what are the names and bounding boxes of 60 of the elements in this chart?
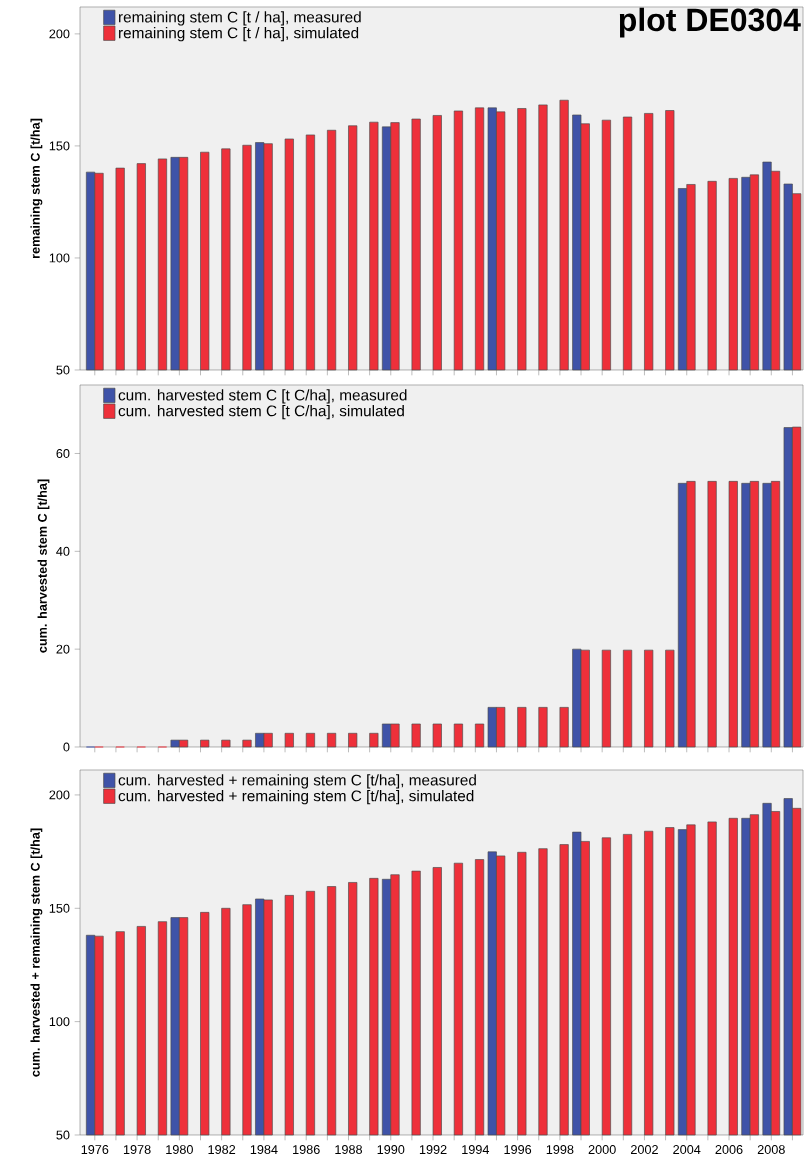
y-tick-label: 200	[49, 790, 70, 800]
y-tick-label: 100	[49, 1017, 70, 1027]
bar	[432, 723, 442, 748]
legend-label: cum. harvested + remaining stem C [t/ha], measured	[118, 774, 476, 789]
x-tick-label: 1978	[123, 1145, 151, 1155]
x-tick-label: 1988	[335, 1145, 363, 1155]
x-tick-label: 1982	[208, 1145, 236, 1155]
legend-label: remaining stem C [t / ha], measured	[119, 11, 361, 26]
x-tick-label: 2006	[715, 1145, 743, 1155]
x-tick-label: 1976	[81, 1145, 109, 1155]
bar	[622, 649, 633, 748]
bar	[601, 649, 611, 748]
bar	[707, 481, 717, 748]
bar	[517, 707, 527, 748]
x-tick-label: 1998	[546, 1145, 574, 1155]
y-tick-label: 150	[49, 141, 70, 151]
bar	[644, 649, 654, 748]
legend-label: cum. harvested stem C [t C/ha], measured	[118, 389, 407, 404]
bar	[453, 723, 463, 748]
bar	[305, 732, 315, 748]
x-tick-label: 2002	[630, 1145, 658, 1155]
x-tick-label: 2000	[588, 1145, 616, 1155]
bar	[284, 732, 294, 748]
x-tick-label: 1992	[419, 1145, 447, 1155]
bar	[348, 732, 358, 748]
x-tick-label: 1994	[462, 1145, 490, 1155]
y-tick-label: 40	[56, 546, 70, 556]
bar	[221, 739, 231, 748]
legend-label: remaining stem C [t / ha], simulated	[119, 27, 359, 42]
x-tick-label: 1984	[250, 1145, 278, 1155]
y-axis-title: remaining stem C [t/ha]	[30, 118, 43, 259]
bar	[728, 481, 738, 748]
y-tick-label: 100	[49, 253, 70, 263]
y-tick-label: 50	[56, 365, 70, 375]
y-tick-label: 200	[49, 29, 70, 39]
bar	[327, 732, 337, 748]
y-tick-label: 50	[56, 1130, 70, 1140]
y-tick-label: 20	[56, 644, 70, 654]
y-axis-title: cum. harvested stem C [t/ha]	[37, 479, 50, 653]
x-tick-label: 2004	[673, 1145, 701, 1155]
bar	[242, 739, 252, 748]
chart-title: plot DE0304	[619, 7, 801, 38]
bar	[665, 649, 675, 748]
y-tick-label: 150	[49, 903, 70, 913]
bar	[474, 723, 485, 748]
x-tick-label: 1986	[293, 1145, 320, 1155]
legend-label: cum. harvested + remaining stem C [t/ha], simulated	[118, 790, 474, 805]
x-tick-label: 1996	[504, 1145, 532, 1155]
bar	[200, 739, 210, 748]
bar	[538, 707, 548, 748]
x-tick-label: 1980	[166, 1145, 193, 1155]
x-tick-label: 1990	[377, 1145, 405, 1155]
y-tick-label: 60	[56, 448, 70, 458]
legend-label: cum. harvested stem C [t C/ha], simulated	[118, 405, 404, 420]
bar	[369, 732, 379, 748]
y-axis-title: cum. harvested + remaining stem C [t/ha]	[30, 828, 43, 1077]
bar	[411, 723, 421, 748]
bar	[559, 707, 569, 748]
x-tick-label: 2008	[757, 1145, 785, 1155]
y-tick-label: 0	[63, 742, 70, 752]
